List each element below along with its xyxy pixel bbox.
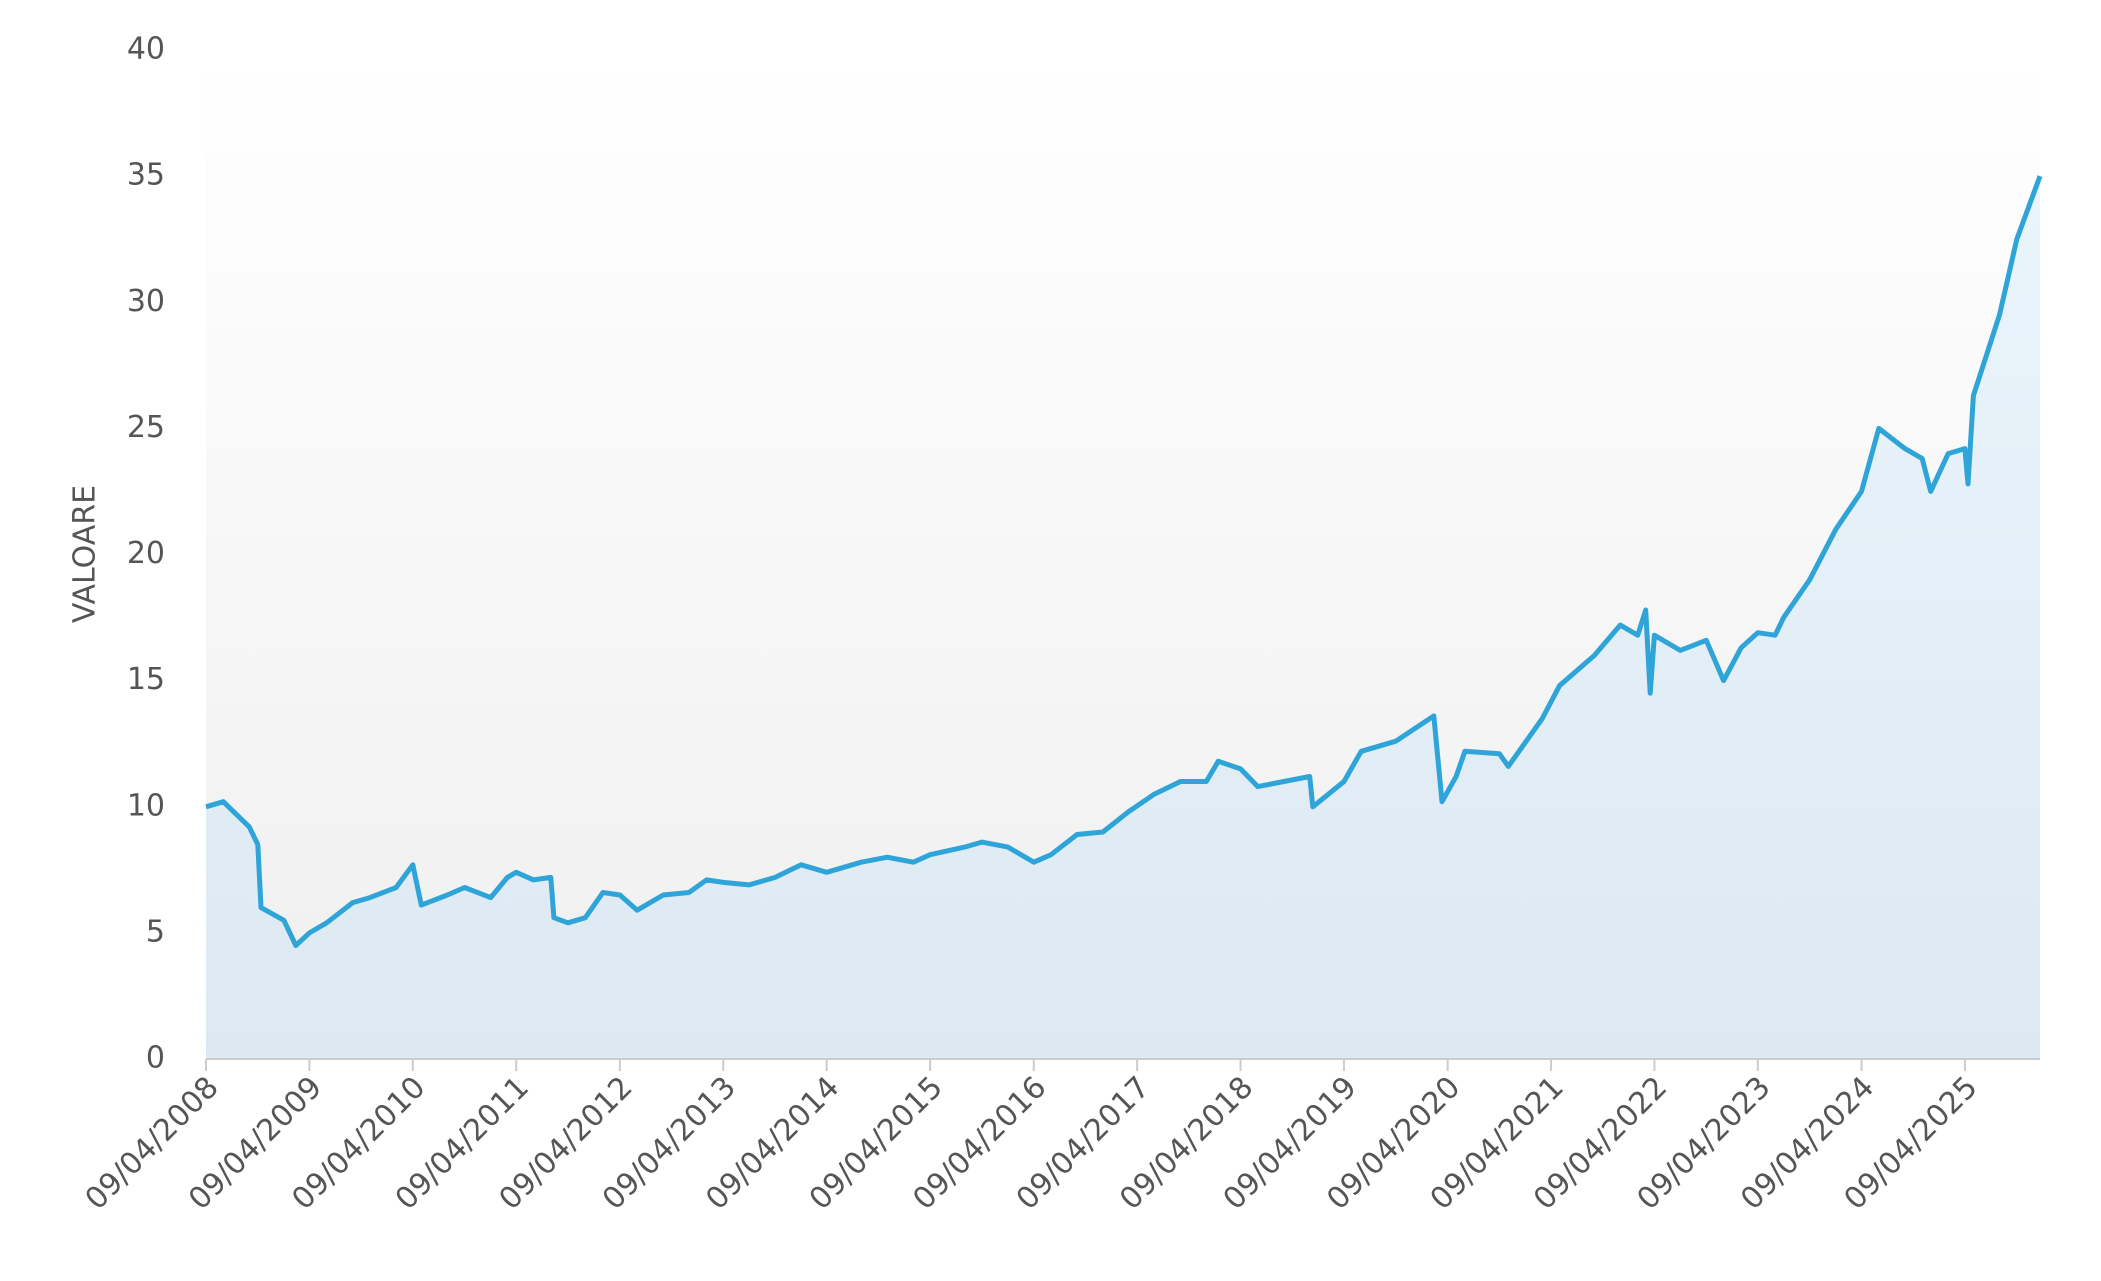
y-tick-label: 25 [127, 410, 165, 445]
y-tick-label: 35 [127, 158, 165, 193]
y-tick-label: 40 [127, 32, 165, 67]
y-tick-label: 30 [127, 284, 165, 319]
y-tick-label: 0 [146, 1041, 165, 1076]
line [205, 175, 2043, 948]
y-tick-label: 20 [127, 536, 165, 571]
y-tick-label: 5 [146, 914, 165, 949]
y-tick-label: 10 [127, 788, 165, 823]
area [206, 176, 2040, 1060]
y-tick-label: 15 [127, 662, 165, 697]
y-axis-label: VALOARE [68, 485, 103, 623]
